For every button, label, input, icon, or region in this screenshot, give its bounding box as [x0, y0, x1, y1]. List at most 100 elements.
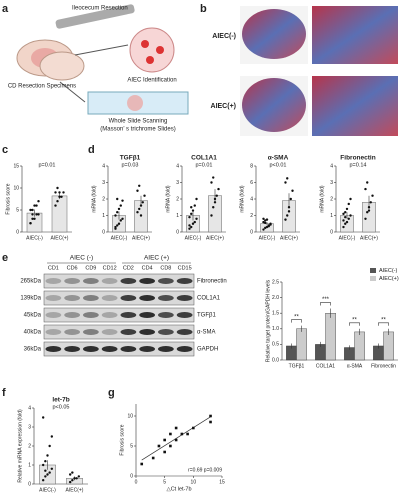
data-point [44, 469, 47, 472]
y-tick-label: 15 [13, 163, 19, 169]
data-point [116, 197, 119, 201]
data-point [264, 221, 267, 225]
data-point [284, 218, 287, 221]
data-point [44, 460, 47, 463]
panel-label: a [2, 3, 9, 15]
significance: ** [294, 314, 299, 320]
data-point [191, 222, 195, 225]
data-point [345, 220, 349, 224]
data-point [35, 204, 38, 207]
data-point [37, 200, 40, 203]
data-point [174, 438, 178, 442]
data-point [29, 222, 32, 225]
y-tick-label: 2 [250, 213, 253, 219]
data-point [193, 220, 196, 224]
blot-band [158, 312, 174, 318]
data-point [73, 477, 76, 480]
data-point [68, 480, 72, 484]
annotation: p<0.01 [270, 162, 287, 168]
y-tick-label: 0 [176, 229, 179, 235]
blot-band [45, 278, 62, 284]
colony [141, 40, 149, 48]
y-tick-label: 10 [13, 185, 19, 191]
data-point [371, 194, 374, 197]
bar [325, 313, 336, 361]
data-point [347, 217, 350, 220]
x-tick-label: 5 [163, 479, 166, 485]
y-axis-label: mRNA (fold) [319, 185, 325, 213]
x-tick-label: AIEC(-) [259, 235, 276, 241]
y-tick-label: 1 [102, 213, 105, 219]
size-label: 265kDa [20, 279, 41, 285]
y-tick-label: 3 [102, 180, 105, 186]
data-point [41, 463, 45, 467]
y-tick-label: 8 [250, 163, 253, 169]
blot-band [64, 295, 80, 301]
bar [383, 331, 394, 361]
data-point [287, 206, 291, 209]
data-point [364, 217, 367, 220]
panel-label: b [200, 3, 207, 15]
y-tick-label: 0 [130, 473, 133, 479]
data-point [287, 210, 291, 213]
data-point [119, 219, 122, 222]
data-point [31, 208, 34, 212]
y-tick-label: 3 [330, 180, 333, 186]
data-point [117, 222, 121, 225]
blot-band [139, 346, 155, 352]
tissue-image [242, 78, 306, 132]
y-tick-label: 4 [102, 163, 105, 169]
annotation: p<0.05 [53, 404, 70, 410]
data-point [119, 204, 122, 207]
lane-label: CD1 [48, 265, 59, 271]
significance-bracket [378, 322, 389, 326]
data-point [54, 191, 57, 194]
label: CD Resection Specimens [8, 84, 76, 90]
y-tick-label: 5 [130, 443, 133, 449]
y-tick-label: 1 [28, 462, 31, 468]
lane-label: CD6 [67, 265, 78, 271]
size-label: 36kDa [24, 347, 42, 353]
data-point [174, 426, 178, 430]
blot-band [45, 295, 62, 301]
blot-band [176, 278, 193, 284]
legend-swatch [370, 276, 376, 281]
data-point [117, 207, 121, 211]
data-point [46, 473, 49, 476]
blot-band [83, 295, 99, 301]
lane-label: CD8 [160, 265, 171, 271]
data-point [56, 186, 59, 190]
data-point [369, 201, 372, 204]
data-point [136, 211, 139, 214]
legend-swatch [370, 268, 376, 273]
data-point [188, 224, 191, 227]
y-tick-label: 5 [16, 207, 19, 213]
chart-title: let-7b [52, 397, 69, 404]
data-point [286, 177, 289, 180]
chart-title: COL1A1 [191, 155, 217, 162]
y-tick-label: 10 [127, 413, 133, 419]
data-point [141, 201, 144, 204]
data-point [347, 202, 350, 206]
size-label: 45kDa [24, 313, 42, 319]
x-tick-label: AIEC(+) [360, 235, 378, 241]
x-tick-label: AIEC(+) [206, 235, 224, 241]
data-point [190, 206, 193, 209]
blot-band [64, 278, 80, 284]
data-point [289, 197, 292, 201]
y-axis-label: Fibrosis score [119, 424, 125, 455]
data-point [212, 206, 215, 209]
data-point [190, 212, 193, 216]
data-point [367, 206, 371, 209]
data-point [345, 207, 349, 211]
data-point [151, 456, 155, 460]
data-point [215, 194, 218, 197]
data-point [169, 444, 172, 448]
data-point [56, 200, 59, 203]
data-point [163, 438, 166, 442]
data-point [139, 214, 143, 217]
data-point [191, 209, 195, 212]
y-tick-label: 4 [176, 163, 179, 169]
data-point [68, 473, 72, 476]
